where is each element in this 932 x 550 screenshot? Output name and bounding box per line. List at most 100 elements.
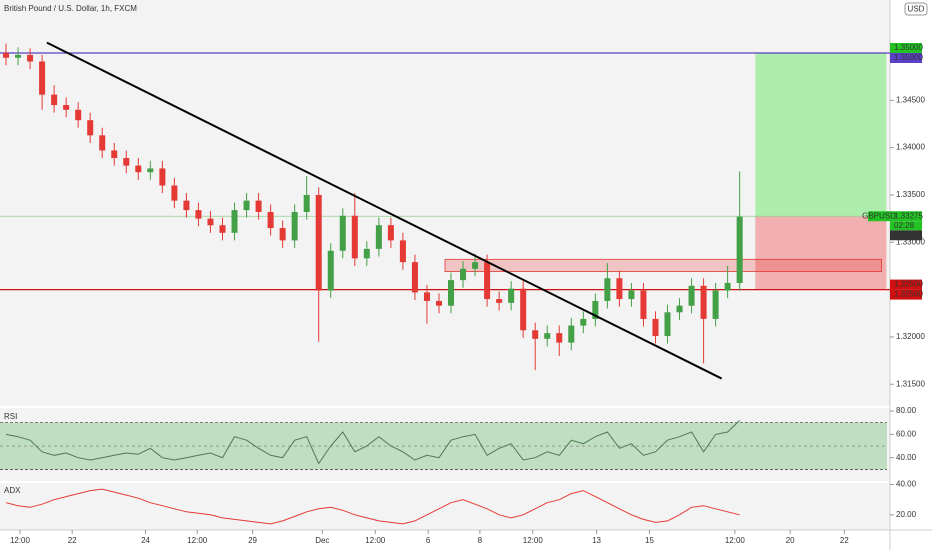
adx-pane xyxy=(0,483,890,530)
candle-body xyxy=(3,52,10,58)
candle-body xyxy=(628,290,635,300)
x-tick-label: 12:00 xyxy=(725,536,746,545)
candle-body xyxy=(448,280,455,306)
candle-body xyxy=(411,262,418,293)
x-tick-label: 13 xyxy=(592,536,601,545)
candle-body xyxy=(207,218,214,226)
price-tag-label: 1.32500 xyxy=(894,280,923,289)
currency-badge[interactable] xyxy=(904,2,928,16)
candle-body xyxy=(39,61,46,95)
price-tag-label: 1.32500 xyxy=(894,290,923,299)
x-tick-label: 8 xyxy=(478,536,483,545)
rsi-pane xyxy=(0,408,890,481)
y-tick-label: 60.00 xyxy=(896,429,917,438)
candle-body xyxy=(604,278,611,301)
x-tick-label: 12:00 xyxy=(365,536,386,545)
candle-body xyxy=(724,282,731,291)
candle-body xyxy=(736,216,743,283)
pane-title: ADX xyxy=(4,486,21,495)
candle-body xyxy=(496,299,503,303)
candle-body xyxy=(63,105,70,110)
candle-body xyxy=(243,200,250,211)
indicator-line xyxy=(5,420,741,465)
symbol-tag xyxy=(868,211,890,222)
x-tick-label: 15 xyxy=(645,536,654,545)
candle-body xyxy=(640,290,647,319)
pane-title: RSI xyxy=(4,412,17,421)
candle-body xyxy=(544,333,551,339)
currency[interactable]: USD xyxy=(908,5,925,14)
candle-body xyxy=(688,285,695,306)
candle-body xyxy=(75,109,82,121)
indicator-line xyxy=(5,488,740,525)
x-tick-label: 12:00 xyxy=(187,536,208,545)
candle-body xyxy=(484,262,491,300)
x-tick-label: 12:00 xyxy=(523,536,544,545)
candle-body xyxy=(423,292,430,301)
resistance-zone xyxy=(444,258,882,273)
candle-body xyxy=(135,165,142,173)
candle-body xyxy=(147,168,154,173)
price-pane xyxy=(0,0,890,406)
trendline xyxy=(46,41,723,380)
candle-body xyxy=(231,210,238,233)
candle-body xyxy=(652,318,659,336)
x-tick-label: 24 xyxy=(141,536,150,545)
price-tag-label: 1.33251 xyxy=(894,230,923,239)
candle-body xyxy=(315,194,322,291)
position-target xyxy=(755,52,887,217)
y-tick-label: 1.33000 xyxy=(896,237,925,246)
candle-body xyxy=(532,330,539,339)
candle-body xyxy=(219,225,226,233)
price-tag-label: 1.35000 xyxy=(894,43,923,52)
candle-body xyxy=(399,240,406,263)
candle-body xyxy=(472,262,479,269)
candle-body xyxy=(580,318,587,326)
candle-body xyxy=(339,215,346,251)
candle-body xyxy=(700,285,707,319)
candle-body xyxy=(375,225,382,249)
candle-body xyxy=(255,200,262,212)
y-tick-label: 1.34500 xyxy=(896,95,925,104)
candle-body xyxy=(664,312,671,336)
y-tick-label: 1.32000 xyxy=(896,332,925,341)
candle-body xyxy=(279,228,286,241)
candle-body xyxy=(327,250,334,291)
y-tick-label: 80.00 xyxy=(896,406,917,415)
candle-body xyxy=(556,333,563,343)
candle-body xyxy=(267,211,274,229)
price-tag-label: 1.35000 xyxy=(894,53,923,62)
candle-body xyxy=(15,54,22,58)
candle-body xyxy=(303,194,310,212)
candle-body xyxy=(387,225,394,241)
x-tick-label: 12:00 xyxy=(10,536,31,545)
candle-body xyxy=(592,300,599,319)
candle-body xyxy=(51,94,58,106)
price-tag xyxy=(890,289,922,300)
y-tick-label: 20.00 xyxy=(896,510,917,519)
candle-body xyxy=(195,210,202,219)
candle-body xyxy=(712,290,719,319)
x-tick-label: 6 xyxy=(426,536,431,545)
chart-title: British Pound / U.S. Dollar, 1h, FXCM xyxy=(4,4,137,13)
price-tag xyxy=(890,42,922,53)
x-tick-label: 29 xyxy=(248,536,257,545)
y-tick-label: 1.31500 xyxy=(896,379,925,388)
y-tick-label: 1.33500 xyxy=(896,190,925,199)
y-tick-label: 1.34000 xyxy=(896,143,925,152)
price-tag xyxy=(890,211,922,222)
candle-body xyxy=(27,54,34,62)
candle-body xyxy=(520,288,527,331)
price-tag xyxy=(890,52,922,63)
x-tick-label: 22 xyxy=(840,536,849,545)
price-tag xyxy=(890,230,922,241)
candle-body xyxy=(508,288,515,303)
candle-body xyxy=(676,305,683,313)
candle-body xyxy=(123,158,130,166)
candle-body xyxy=(111,150,118,159)
candle-body xyxy=(616,278,623,300)
countdown-box xyxy=(890,221,922,231)
symbol-label: GBPUSD xyxy=(862,211,896,220)
candle-body xyxy=(99,135,106,151)
